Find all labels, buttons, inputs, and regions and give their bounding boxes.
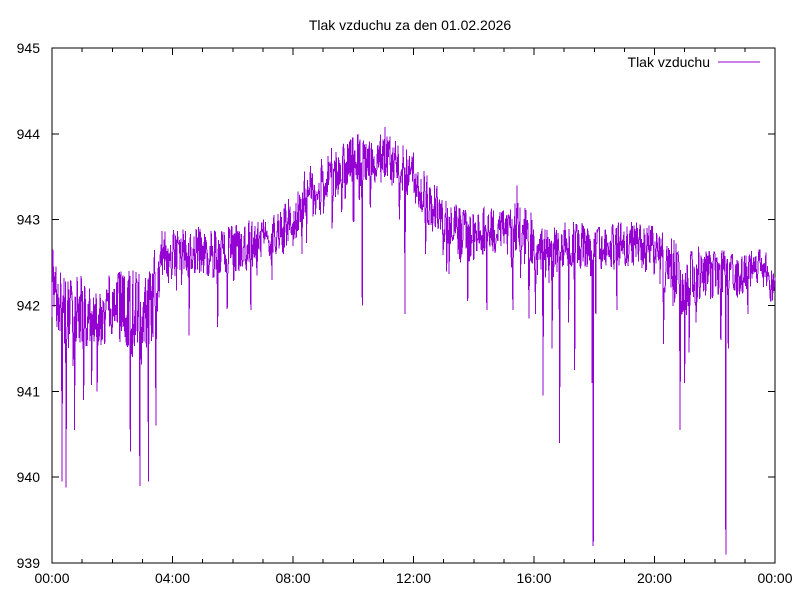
chart-title: Tlak vzduchu za den 01.02.2026 [309,17,512,33]
legend-label: Tlak vzduchu [628,54,710,70]
x-tick-label: 04:00 [155,570,190,586]
y-tick-label: 945 [17,40,41,56]
x-tick-label: 00:00 [34,570,69,586]
y-tick-label: 941 [17,383,41,399]
y-tick-label: 943 [17,212,41,228]
y-tick-label: 942 [17,298,41,314]
x-tick-label: 00:00 [757,570,792,586]
x-tick-label: 20:00 [637,570,672,586]
pressure-line [51,126,776,555]
y-tick-label: 940 [17,469,41,485]
x-tick-label: 16:00 [516,570,551,586]
y-tick-label: 944 [17,126,41,142]
x-tick-label: 08:00 [275,570,310,586]
legend: Tlak vzduchu [628,54,760,70]
y-tick-label: 939 [17,555,41,571]
pressure-series [51,126,776,555]
x-tick-label: 12:00 [396,570,431,586]
